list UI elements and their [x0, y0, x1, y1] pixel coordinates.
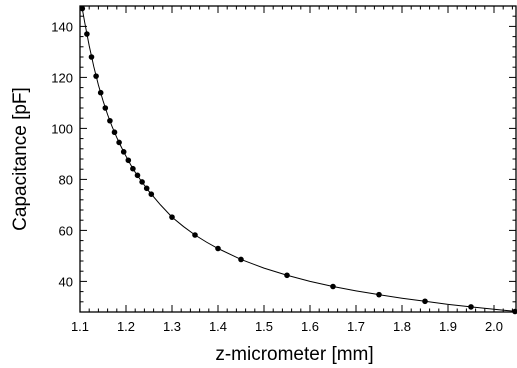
data-point	[215, 245, 221, 252]
x-tick-label: 1.9	[439, 319, 457, 334]
data-point	[102, 105, 109, 111]
y-tick-label: 60	[59, 223, 73, 238]
data-point	[169, 214, 175, 220]
data-point	[468, 304, 474, 310]
data-point	[120, 149, 127, 155]
x-tick-label: 1.4	[209, 319, 227, 334]
plot-area	[79, 5, 517, 313]
data-point	[139, 179, 145, 185]
x-tick-label: 1.1	[71, 319, 89, 334]
data-point	[134, 172, 141, 179]
x-tick-label: 1.2	[117, 319, 135, 334]
data-point	[130, 165, 136, 172]
data-point	[125, 157, 132, 164]
data-point	[512, 308, 517, 315]
x-tick-label: 1.8	[393, 319, 411, 334]
y-tick-label: 120	[51, 70, 73, 85]
fit-curve-group	[81, 6, 517, 312]
y-tick-label: 80	[59, 172, 73, 187]
y-tick-label: 100	[51, 121, 73, 136]
data-point	[97, 89, 104, 96]
data-point	[422, 298, 428, 305]
fit-curve	[81, 6, 517, 312]
data-points	[79, 5, 517, 315]
data-point	[88, 54, 95, 60]
x-tick-label: 1.3	[163, 319, 181, 334]
x-tick-label: 1.6	[301, 319, 319, 334]
y-tick-label: 40	[59, 274, 73, 289]
axis-ticks: 1.1 1.2 1.3 1.4 1.5 1.6 1.7 1.8 1.9 2.0 40 60 80 100 1…	[51, 5, 516, 334]
data-point	[93, 73, 99, 79]
data-point	[238, 256, 244, 263]
data-point	[143, 185, 150, 192]
data-point	[111, 129, 118, 136]
data-point	[330, 283, 336, 290]
x-tick-label: 2.0	[485, 319, 503, 334]
data-point	[84, 31, 90, 37]
data-point	[116, 139, 122, 146]
data-point	[148, 191, 155, 197]
plot-frame	[79, 5, 517, 313]
x-axis-title: z-micrometer [mm]	[215, 344, 373, 365]
y-axis-title: Capacitance [pF]	[10, 87, 31, 231]
data-point	[79, 5, 86, 12]
y-tick-label: 140	[51, 19, 73, 34]
data-point	[376, 291, 382, 298]
data-point	[107, 117, 113, 124]
data-point	[284, 272, 290, 279]
data-point	[192, 232, 198, 238]
x-tick-label: 1.7	[347, 319, 365, 334]
x-tick-label: 1.5	[255, 319, 273, 334]
